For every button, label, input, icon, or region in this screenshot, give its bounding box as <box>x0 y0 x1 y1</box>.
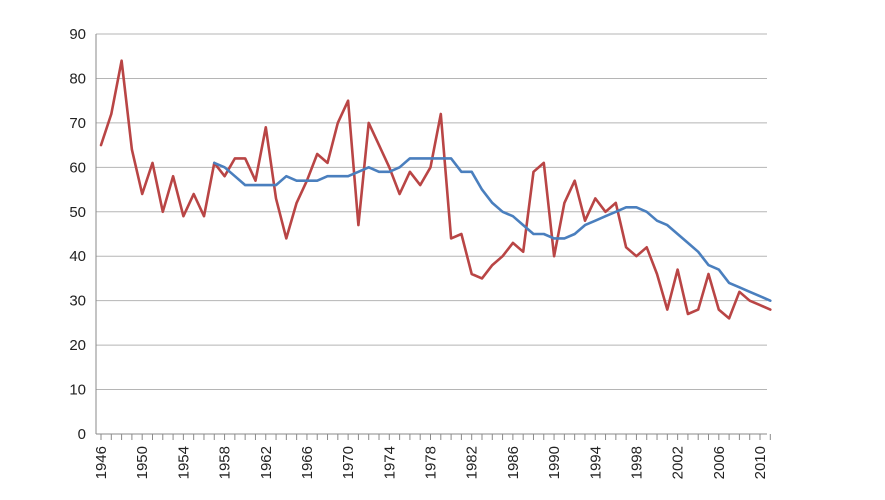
x-tick-label: 1994 <box>587 446 604 479</box>
y-tick-label: 0 <box>78 426 86 443</box>
x-tick-label: 1982 <box>464 446 481 479</box>
x-tick-label: 1966 <box>299 446 316 479</box>
x-tick-label: 1958 <box>217 446 234 479</box>
series-line-1 <box>99 59 772 320</box>
x-tick-label: 1990 <box>546 446 563 479</box>
y-tick-label: 80 <box>69 70 86 87</box>
grid-lines <box>96 33 767 391</box>
x-tick-label: 1954 <box>175 446 192 479</box>
y-tick-label: 70 <box>69 115 86 132</box>
y-tick-label: 30 <box>69 293 86 310</box>
x-axis: 1946 1950 1954 1958 1962 1966 1970 1974 1978 1982… <box>93 433 771 479</box>
y-tick-label: 20 <box>69 337 86 354</box>
y-tick-label: 50 <box>69 204 86 221</box>
y-tick-label: 60 <box>69 159 86 176</box>
x-tick-label: 2006 <box>711 446 728 479</box>
x-tick-label: 2002 <box>670 446 687 479</box>
x-tick-label: 1998 <box>628 446 645 479</box>
x-tick-label: 1962 <box>258 446 275 479</box>
y-tick-label: 90 <box>69 26 86 43</box>
x-tick-label: 1950 <box>134 446 151 479</box>
x-tick-label: 2010 <box>752 446 769 479</box>
x-tick-label: 1978 <box>423 446 440 479</box>
x-tick-label: 1974 <box>381 446 398 479</box>
y-tick-label: 10 <box>69 382 86 399</box>
series-layer <box>99 59 772 320</box>
x-tick-label: 1986 <box>505 446 522 479</box>
y-tick-label: 40 <box>69 248 86 265</box>
series-line-2 <box>213 157 772 303</box>
x-tick-label: 1946 <box>93 446 110 479</box>
x-tick-label: 1970 <box>340 446 357 479</box>
y-axis: 0 10 20 30 40 50 60 70 80 90 <box>69 26 97 443</box>
